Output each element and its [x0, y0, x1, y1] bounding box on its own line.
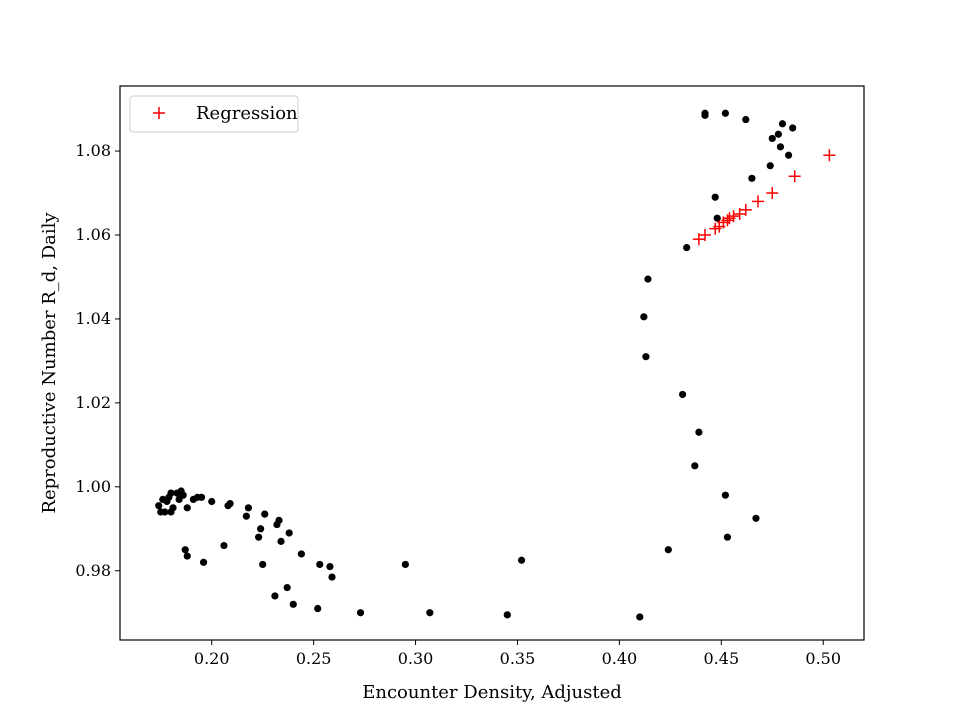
data-point [742, 115, 750, 124]
data-point [691, 462, 699, 470]
data-point [642, 353, 650, 361]
data-point [277, 537, 285, 545]
data-point [723, 533, 732, 541]
regression-point [699, 228, 712, 241]
x-tick-label: 0.25 [296, 649, 332, 668]
data-point [778, 120, 787, 128]
regression-point [721, 214, 734, 227]
data-point [678, 390, 687, 399]
data-point [768, 134, 776, 143]
data-point [226, 499, 234, 508]
x-axis-label: Encounter Density, Adjusted [362, 682, 622, 703]
data-point [695, 428, 703, 436]
y-tick-label: 1.00 [75, 477, 111, 496]
regression-point [752, 195, 765, 208]
data-point [289, 600, 297, 608]
data-point [503, 611, 511, 619]
data-point [285, 529, 293, 537]
data-point [711, 193, 719, 201]
data-point [721, 491, 729, 499]
data-point [167, 489, 175, 497]
data-point [326, 562, 334, 571]
data-point [766, 162, 774, 170]
x-tick-label: 0.30 [398, 649, 434, 668]
data-point [155, 502, 163, 510]
regression-point [692, 233, 705, 246]
data-point [220, 541, 228, 550]
data-point [183, 552, 191, 560]
data-point [664, 546, 672, 554]
data-point [275, 516, 283, 524]
data-point [401, 560, 409, 569]
y-tick-label: 0.98 [75, 561, 111, 580]
data-point [316, 560, 324, 569]
data-point [199, 558, 208, 566]
data-point [181, 546, 189, 554]
data-point [261, 510, 269, 518]
data-point [776, 143, 785, 151]
y-axis-label: Reproductive Number R_d, Daily [39, 212, 60, 514]
y-tick-label: 1.06 [75, 225, 111, 244]
data-point [721, 109, 729, 117]
data-point [328, 573, 336, 581]
data-point [356, 609, 365, 617]
legend-label-regression: Regression [196, 103, 298, 124]
data-point [197, 493, 206, 501]
data-point [169, 504, 177, 512]
data-point [784, 151, 793, 159]
legend-marker-regression [153, 107, 165, 119]
x-tick-label: 0.50 [805, 649, 841, 668]
regression-point [823, 149, 836, 162]
data-point [183, 504, 191, 512]
data-point [644, 275, 652, 283]
data-point [283, 583, 291, 592]
plot-frame [119, 85, 865, 641]
data-point [752, 514, 760, 522]
y-tick-label: 1.02 [75, 393, 111, 412]
data-point [426, 609, 434, 617]
data-point [259, 560, 267, 569]
regression-point [788, 170, 801, 183]
x-tick-label: 0.20 [194, 649, 230, 668]
data-point [640, 313, 648, 321]
data-point [257, 525, 265, 533]
data-point [701, 111, 709, 119]
data-point [517, 556, 526, 564]
data-point [161, 508, 169, 516]
x-tick-label: 0.35 [500, 649, 536, 668]
regression-point [766, 187, 779, 200]
regression-point [727, 210, 740, 223]
data-point [208, 497, 216, 506]
x-tick-label: 0.40 [602, 649, 638, 668]
data-point [748, 174, 756, 182]
axis-ticks: 0.20 0.25 0.30 0.35 0.40 0.45 0.50 0.98 1.00 1.02… [75, 141, 841, 668]
legend: Regression [129, 95, 299, 133]
x-tick-label: 0.45 [704, 649, 740, 668]
data-point [713, 214, 721, 222]
y-tick-label: 1.04 [75, 309, 111, 328]
data-point [244, 504, 253, 512]
data-point [789, 124, 797, 132]
data-point [179, 491, 187, 499]
regression-point [739, 203, 752, 216]
data-point [242, 512, 250, 520]
data-point [297, 550, 306, 558]
legend-box [129, 95, 299, 133]
data-points [155, 109, 836, 621]
data-point [636, 613, 644, 621]
y-tick-label: 1.08 [75, 141, 111, 160]
data-point [271, 592, 279, 600]
data-point [255, 533, 263, 541]
data-point [774, 130, 782, 138]
data-point [314, 604, 322, 613]
data-point [683, 243, 691, 252]
regression-point [733, 208, 746, 221]
